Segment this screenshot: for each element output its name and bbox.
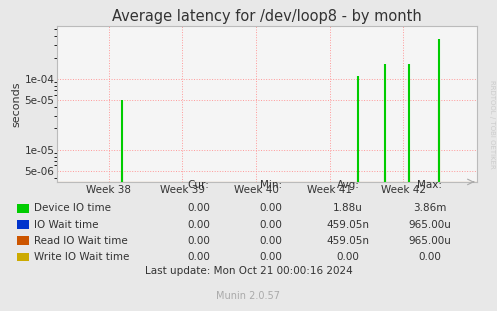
Text: 0.00: 0.00 bbox=[187, 236, 210, 246]
Text: Max:: Max: bbox=[417, 180, 442, 190]
Text: Min:: Min: bbox=[260, 180, 282, 190]
Text: 0.00: 0.00 bbox=[259, 203, 282, 213]
Text: Last update: Mon Oct 21 00:00:16 2024: Last update: Mon Oct 21 00:00:16 2024 bbox=[145, 266, 352, 276]
Text: 459.05n: 459.05n bbox=[327, 220, 369, 230]
Text: 1.88u: 1.88u bbox=[333, 203, 363, 213]
Y-axis label: seconds: seconds bbox=[12, 81, 22, 127]
Text: 0.00: 0.00 bbox=[418, 252, 441, 262]
Text: Write IO Wait time: Write IO Wait time bbox=[34, 252, 129, 262]
Text: 0.00: 0.00 bbox=[259, 236, 282, 246]
Title: Average latency for /dev/loop8 - by month: Average latency for /dev/loop8 - by mont… bbox=[112, 9, 422, 24]
Text: Avg:: Avg: bbox=[336, 180, 359, 190]
Text: Munin 2.0.57: Munin 2.0.57 bbox=[217, 290, 280, 300]
Text: Cur:: Cur: bbox=[188, 180, 210, 190]
Text: Device IO time: Device IO time bbox=[34, 203, 111, 213]
Text: 0.00: 0.00 bbox=[187, 220, 210, 230]
Text: 965.00u: 965.00u bbox=[409, 220, 451, 230]
Text: 0.00: 0.00 bbox=[187, 252, 210, 262]
Text: 0.00: 0.00 bbox=[259, 220, 282, 230]
Text: Read IO Wait time: Read IO Wait time bbox=[34, 236, 128, 246]
Text: 0.00: 0.00 bbox=[259, 252, 282, 262]
Text: IO Wait time: IO Wait time bbox=[34, 220, 98, 230]
Text: 3.86m: 3.86m bbox=[413, 203, 447, 213]
Text: 0.00: 0.00 bbox=[187, 203, 210, 213]
Text: 965.00u: 965.00u bbox=[409, 236, 451, 246]
Text: 459.05n: 459.05n bbox=[327, 236, 369, 246]
Text: RRDTOOL / TOBI OETIKER: RRDTOOL / TOBI OETIKER bbox=[489, 80, 495, 169]
Text: 0.00: 0.00 bbox=[336, 252, 359, 262]
